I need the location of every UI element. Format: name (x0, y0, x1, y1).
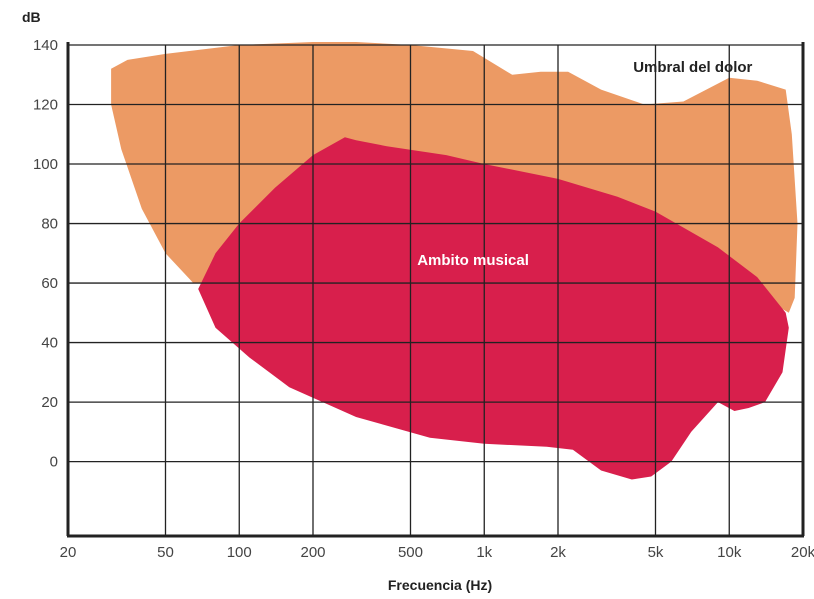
annotation-ambito-musical: Ambito musical (417, 252, 529, 269)
x-tick-label: 2k (550, 544, 566, 561)
x-tick-label: 500 (398, 544, 423, 561)
y-tick-label: 60 (41, 275, 58, 292)
x-tick-label: 200 (300, 544, 325, 561)
x-tick-label: 20k (791, 544, 814, 561)
y-tick-label: 100 (33, 156, 58, 173)
regions-layer (111, 42, 798, 480)
tick-layer: 0 20 40 60 80 100 120 140 20 50 100 200 500 1k 2k 5k 10k… (33, 37, 814, 561)
x-tick-label: 10k (717, 544, 742, 561)
region-ambito-musical (198, 137, 789, 480)
annotation-layer: Umbral del dolor Ambito musical (417, 59, 752, 269)
y-tick-label: 120 (33, 97, 58, 114)
y-tick-label: 80 (41, 216, 58, 233)
annotation-umbral-del-dolor: Umbral del dolor (633, 59, 752, 76)
y-tick-label: 40 (41, 335, 58, 352)
y-tick-label: 140 (33, 37, 58, 54)
x-tick-label: 1k (476, 544, 492, 561)
x-tick-label: 20 (60, 544, 77, 561)
x-axis-label: Frecuencia (Hz) (388, 577, 492, 593)
y-tick-label: 20 (41, 394, 58, 411)
x-tick-label: 5k (648, 544, 664, 561)
x-tick-label: 100 (227, 544, 252, 561)
grid-layer (66, 42, 805, 538)
y-axis-label: dB (22, 9, 41, 25)
y-tick-label: 0 (50, 454, 58, 471)
x-tick-label: 50 (157, 544, 174, 561)
